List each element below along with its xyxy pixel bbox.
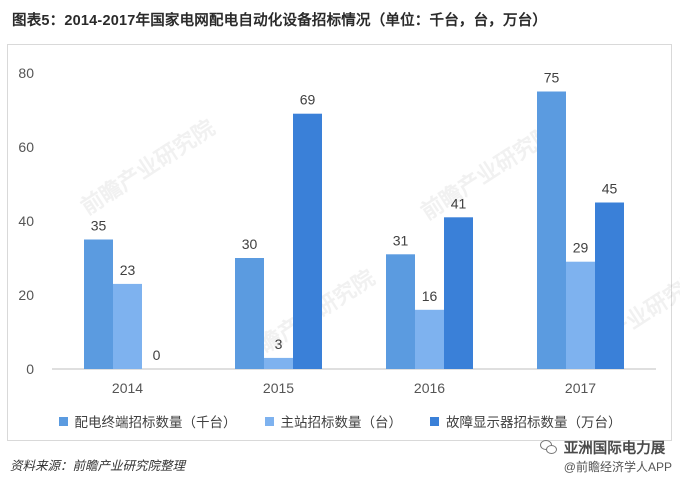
data-label: 45 — [602, 181, 618, 197]
legend-label: 主站招标数量（台） — [280, 415, 403, 430]
bar — [386, 254, 415, 369]
legend: 配电终端招标数量（千台） 主站招标数量（台） 故障显示器招标数量（万台） — [0, 411, 680, 431]
legend-item: 主站招标数量（台） — [264, 411, 403, 431]
badge-sub: @前瞻经济学人APP — [563, 460, 672, 474]
bar — [415, 309, 444, 369]
bar — [595, 202, 624, 369]
data-label: 35 — [91, 218, 107, 234]
data-label: 29 — [573, 240, 589, 256]
data-label: 31 — [393, 232, 409, 248]
x-tick-label: 2015 — [263, 380, 294, 396]
legend-item: 故障显示器招标数量（万台） — [430, 411, 622, 431]
x-tick-label: 2014 — [112, 380, 143, 396]
bar — [264, 357, 293, 369]
chart-frame — [7, 44, 672, 441]
legend-swatch — [264, 416, 274, 426]
bar — [293, 113, 322, 369]
bar — [113, 283, 142, 369]
data-label: 30 — [242, 236, 258, 252]
x-tick-label: 2017 — [565, 380, 596, 396]
y-tick-label: 60 — [18, 139, 34, 155]
x-tick-label: 2016 — [414, 380, 445, 396]
legend-swatch — [430, 416, 439, 426]
bar — [444, 217, 473, 369]
data-label: 3 — [275, 336, 283, 352]
bar — [537, 91, 566, 369]
data-label: 41 — [451, 195, 467, 211]
data-label: 23 — [120, 262, 136, 278]
legend-swatch — [58, 416, 68, 426]
source-note: 资料来源：前瞻产业研究院整理 — [10, 459, 186, 473]
y-tick-label: 20 — [18, 287, 34, 303]
y-tick-label: 0 — [26, 361, 34, 377]
y-tick-label: 40 — [18, 213, 34, 229]
bar — [84, 239, 113, 369]
wechat-icon — [539, 440, 558, 455]
data-label: 0 — [153, 347, 161, 363]
data-label: 75 — [544, 70, 560, 86]
legend-label: 配电终端招标数量（千台） — [74, 415, 237, 430]
legend-item: 配电终端招标数量（千台） — [58, 411, 237, 431]
bar — [235, 258, 264, 369]
y-tick-label: 80 — [18, 65, 34, 81]
publisher-badge: 亚洲国际电力展 @前瞻经济学人APP — [539, 437, 672, 475]
data-label: 16 — [422, 288, 438, 304]
data-label: 69 — [300, 92, 316, 108]
legend-label: 故障显示器招标数量（万台） — [446, 415, 622, 430]
badge-name: 亚洲国际电力展 — [563, 441, 666, 457]
chart-title: 图表5：2014-2017年国家电网配电自动化设备招标情况（单位：千台，台，万台… — [12, 13, 548, 29]
bar — [566, 261, 595, 369]
